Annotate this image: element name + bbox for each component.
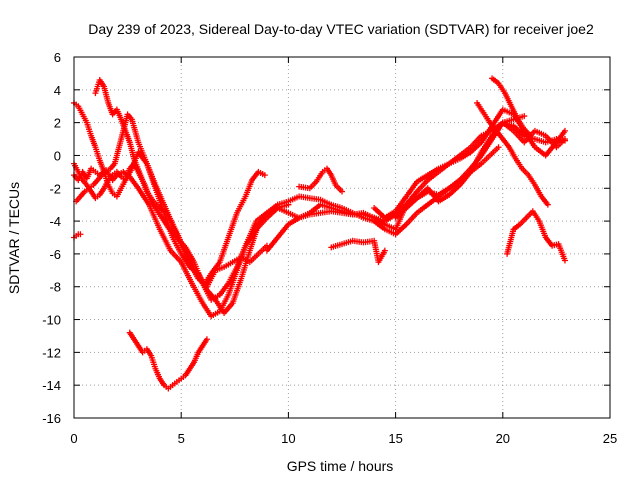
y-axis-label: SDTVAR / TECUs bbox=[6, 182, 22, 294]
series-sat-g bbox=[296, 165, 345, 195]
series-sat-l bbox=[504, 208, 568, 264]
y-tick-label: -12 bbox=[42, 345, 61, 360]
y-tick-label: -14 bbox=[42, 378, 61, 393]
x-tick-label: 20 bbox=[496, 431, 510, 446]
x-tick-label: 0 bbox=[70, 431, 77, 446]
point-markers bbox=[504, 208, 568, 264]
x-axis-label: GPS time / hours bbox=[287, 458, 394, 474]
y-tick-label: -6 bbox=[49, 247, 61, 262]
point-markers bbox=[71, 231, 84, 241]
series-sat-n bbox=[126, 329, 210, 392]
y-tick-label: 2 bbox=[54, 116, 61, 131]
axis-ticks bbox=[73, 56, 611, 419]
y-tick-label: 6 bbox=[54, 50, 61, 65]
x-tick-label: 5 bbox=[178, 431, 185, 446]
y-tick-label: -10 bbox=[42, 313, 61, 328]
y-tick-label: -2 bbox=[49, 181, 61, 196]
series-sat-j bbox=[474, 99, 551, 208]
y-tick-label: -16 bbox=[42, 411, 61, 426]
series-sat-m bbox=[71, 231, 84, 241]
point-markers bbox=[126, 329, 210, 392]
y-tick-label: -8 bbox=[49, 280, 61, 295]
data-points bbox=[71, 75, 568, 392]
x-tick-labels: 0 5 10 15 20 25 bbox=[70, 431, 617, 446]
series-sat-o bbox=[392, 113, 528, 221]
y-tick-label: -4 bbox=[49, 214, 61, 229]
y-tick-label: 4 bbox=[54, 83, 61, 98]
point-markers bbox=[296, 165, 345, 195]
y-tick-label: 0 bbox=[54, 148, 61, 163]
x-tick-label: 15 bbox=[388, 431, 402, 446]
series-sat-h bbox=[328, 237, 388, 266]
grid bbox=[74, 57, 610, 418]
y-tick-labels: 6 4 2 0 -2 -4 -6 -8 -10 -12 -14 -16 bbox=[42, 50, 61, 426]
point-markers bbox=[371, 106, 568, 221]
point-markers bbox=[328, 237, 388, 266]
x-tick-label: 10 bbox=[281, 431, 295, 446]
series-sat-i bbox=[371, 106, 568, 221]
plot-frame bbox=[73, 56, 611, 419]
point-markers bbox=[392, 113, 528, 221]
x-tick-label: 25 bbox=[603, 431, 617, 446]
chart-title: Day 239 of 2023, Sidereal Day-to-day VTE… bbox=[88, 21, 594, 37]
point-markers bbox=[474, 99, 551, 208]
